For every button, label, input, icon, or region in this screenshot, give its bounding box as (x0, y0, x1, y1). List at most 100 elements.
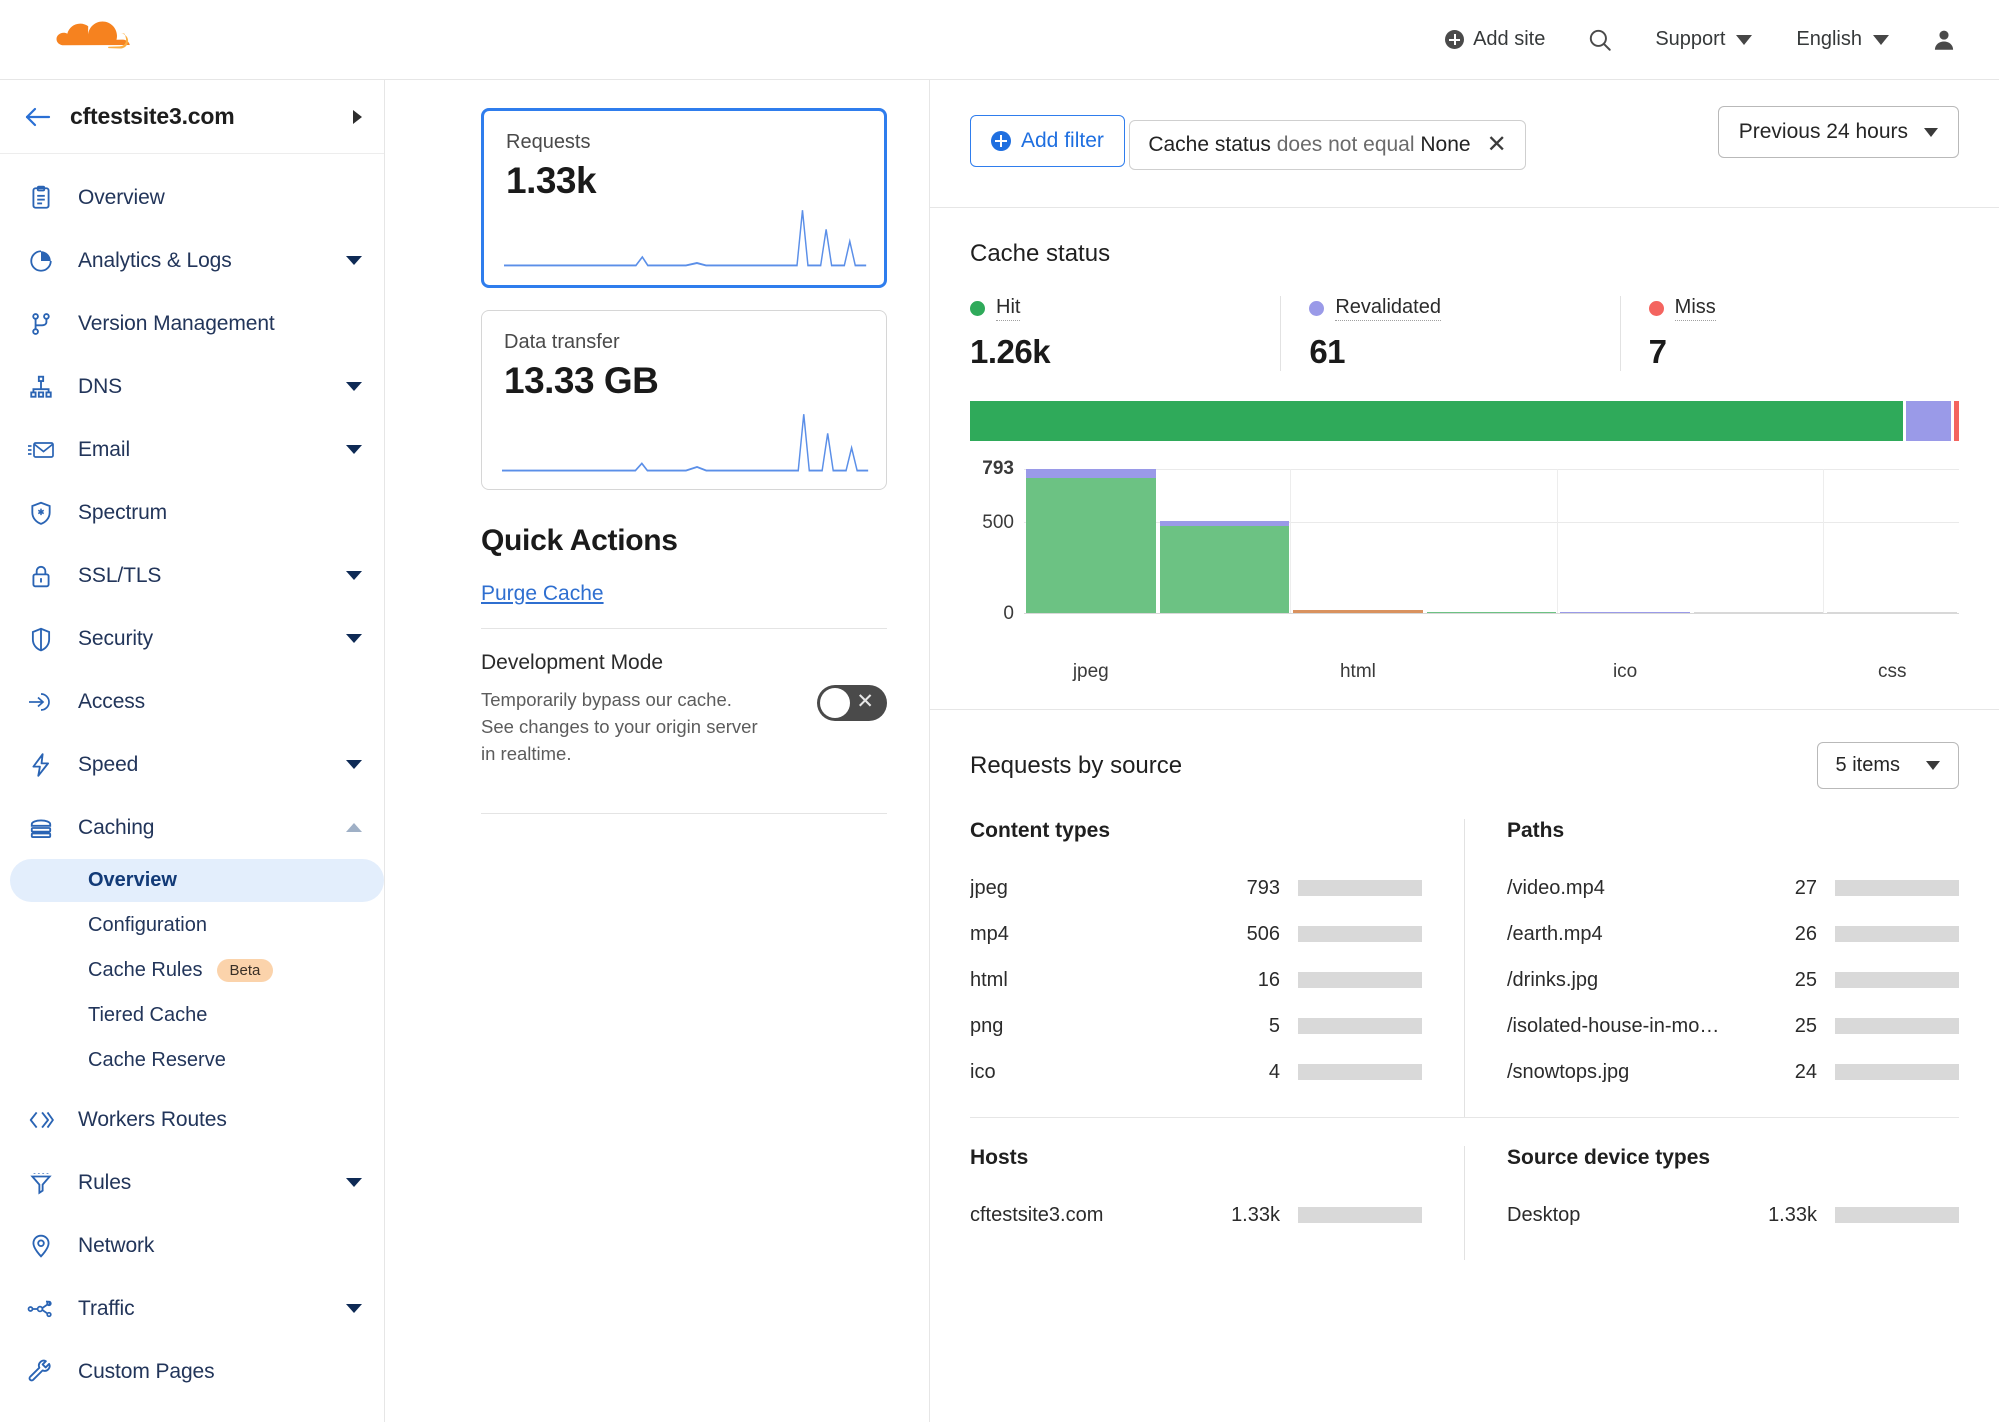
cache-status-name[interactable]: Revalidated (1335, 296, 1441, 321)
bar-column-png[interactable] (1425, 469, 1559, 613)
items-count-select[interactable]: 5 items (1816, 742, 1959, 789)
chevron-down-icon[interactable] (346, 382, 362, 391)
list-item[interactable]: /drinks.jpg 25 (1507, 957, 1959, 1003)
time-range-select[interactable]: Previous 24 hours (1717, 106, 1959, 158)
chevron-down-icon[interactable] (346, 1178, 362, 1187)
sidebar-subitem-configuration[interactable]: Configuration (10, 904, 384, 947)
item-value: 16 (1257, 968, 1280, 991)
cache-status-bar-chart: 793 500 0 (970, 458, 1959, 649)
sidebar-item-analytics-logs[interactable]: Analytics & Logs (0, 229, 384, 292)
site-selector[interactable]: cftestsite3.com (0, 80, 384, 154)
sidebar-item-dns[interactable]: DNS (0, 355, 384, 418)
development-mode-toggle[interactable]: ✕ (817, 685, 887, 721)
sidebar-item-label: Workers Routes (78, 1107, 227, 1131)
add-filter-button[interactable]: Add filter (970, 115, 1125, 167)
lock-icon (24, 563, 58, 589)
back-arrow-icon[interactable] (22, 105, 52, 129)
sidebar-item-workers-routes[interactable]: Workers Routes (0, 1088, 384, 1151)
bar-column-jpeg[interactable] (1024, 469, 1158, 613)
chevron-up-icon[interactable] (346, 823, 362, 832)
chevron-down-icon[interactable] (346, 760, 362, 769)
filter-chip[interactable]: Cache status does not equal None ✕ (1129, 120, 1526, 170)
close-icon[interactable]: ✕ (1486, 131, 1507, 158)
item-key: /snowtops.jpg (1507, 1060, 1630, 1083)
list-item[interactable]: jpeg 793 (970, 865, 1422, 911)
list-item[interactable]: mp4 506 (970, 911, 1422, 957)
cache-status-miss: Miss 7 (1619, 296, 1959, 371)
search-icon (1590, 29, 1612, 51)
cache-status-name[interactable]: Hit (996, 296, 1021, 321)
status-dot-revalidated (1309, 301, 1325, 316)
item-bar-track (1298, 972, 1422, 988)
list-item[interactable]: cftestsite3.com 1.33k (970, 1192, 1422, 1238)
support-menu[interactable]: Support (1633, 20, 1774, 59)
sidebar-item-security[interactable]: Security (0, 607, 384, 670)
item-key: /isolated-house-in-mo… (1507, 1014, 1720, 1037)
cache-status-title: Cache status (970, 240, 1111, 267)
beta-badge: Beta (216, 959, 274, 982)
sidebar-item-speed[interactable]: Speed (0, 733, 384, 796)
sidebar-subitem-cache-rules[interactable]: Cache Rules Beta (10, 949, 384, 992)
chevron-down-icon[interactable] (346, 1304, 362, 1313)
filters-toolbar: Add filter Cache status does not equal N… (930, 80, 1999, 208)
stacked-segment-hit[interactable] (970, 401, 1903, 441)
cloudflare-logo[interactable] (26, 10, 154, 70)
development-mode-description: Temporarily bypass our cache. See change… (481, 689, 758, 764)
list-item[interactable]: /earth.mp4 26 (1507, 911, 1959, 957)
sidebar-item-label: Version Management (78, 311, 275, 335)
sidebar-item-caching[interactable]: Caching (0, 796, 384, 859)
chevron-down-icon[interactable] (346, 634, 362, 643)
bar-column-html[interactable] (1291, 469, 1425, 613)
cache-status-value: 7 (1648, 333, 1667, 370)
metric-card-data-transfer[interactable]: Data transfer 13.33 GB (481, 310, 887, 490)
sidebar-item-label: DNS (78, 374, 123, 398)
sidebar-item-version-management[interactable]: Version Management (0, 292, 384, 355)
sidebar-item-ssl-tls[interactable]: SSL/TLS (0, 544, 384, 607)
chevron-right-icon[interactable] (353, 109, 362, 124)
item-bar-track (1298, 1018, 1422, 1034)
sidebar-item-access[interactable]: Access (0, 670, 384, 733)
sidebar-subitem-label: Configuration (88, 914, 207, 936)
sidebar-item-overview[interactable]: Overview (0, 166, 384, 229)
sidebar-subitem-cache-reserve[interactable]: Cache Reserve (10, 1039, 384, 1082)
sidebar-item-custom-pages[interactable]: Custom Pages (0, 1340, 384, 1403)
lightning-icon (24, 752, 58, 778)
bar-column-mp4[interactable] (1158, 469, 1292, 613)
list-item[interactable]: /isolated-house-in-mo… 25 (1507, 1003, 1959, 1049)
add-site-button[interactable]: Add site (1423, 20, 1567, 59)
sidebar-subitem-label: Tiered Cache (88, 1004, 208, 1026)
bar-column-svg[interactable] (1692, 469, 1826, 613)
bar-column-css[interactable] (1825, 469, 1959, 613)
sidebar-subitem-tiered-cache[interactable]: Tiered Cache (10, 994, 384, 1037)
sidebar-item-traffic[interactable]: Traffic (0, 1277, 384, 1340)
cache-status-name[interactable]: Miss (1674, 296, 1716, 321)
list-item[interactable]: html 16 (970, 957, 1422, 1003)
toggle-knob (820, 688, 850, 718)
cache-status-miss-head: Miss (1648, 296, 1959, 321)
language-menu[interactable]: English (1774, 20, 1911, 59)
list-item[interactable]: /video.mp4 27 (1507, 865, 1959, 911)
list-item[interactable]: png 5 (970, 1003, 1422, 1049)
chevron-down-icon[interactable] (346, 445, 362, 454)
search-button[interactable] (1567, 19, 1633, 61)
stacked-segment-revalidated[interactable] (1905, 401, 1951, 441)
account-menu[interactable] (1911, 19, 1977, 61)
bar-chart-bars (1024, 469, 1959, 613)
sidebar-subitem-overview[interactable]: Overview (10, 859, 384, 902)
main-layout: cftestsite3.com Overview (0, 80, 1999, 1422)
sidebar-item-rules[interactable]: Rules (0, 1151, 384, 1214)
chevron-down-icon[interactable] (346, 571, 362, 580)
list-item[interactable]: /snowtops.jpg 24 (1507, 1049, 1959, 1095)
bar-segment-hit (1693, 612, 1824, 613)
purge-cache-link[interactable]: Purge Cache (481, 582, 604, 605)
gridline (1024, 469, 1959, 470)
list-item[interactable]: ico 4 (970, 1049, 1422, 1095)
bar-column-ico[interactable] (1558, 469, 1692, 613)
chevron-down-icon[interactable] (346, 256, 362, 265)
list-item[interactable]: Desktop 1.33k (1507, 1192, 1959, 1238)
stacked-segment-miss[interactable] (1953, 401, 1959, 441)
sidebar-item-email[interactable]: Email (0, 418, 384, 481)
sidebar-item-network[interactable]: Network (0, 1214, 384, 1277)
metric-card-requests[interactable]: Requests 1.33k (481, 108, 887, 288)
sidebar-item-spectrum[interactable]: Spectrum (0, 481, 384, 544)
